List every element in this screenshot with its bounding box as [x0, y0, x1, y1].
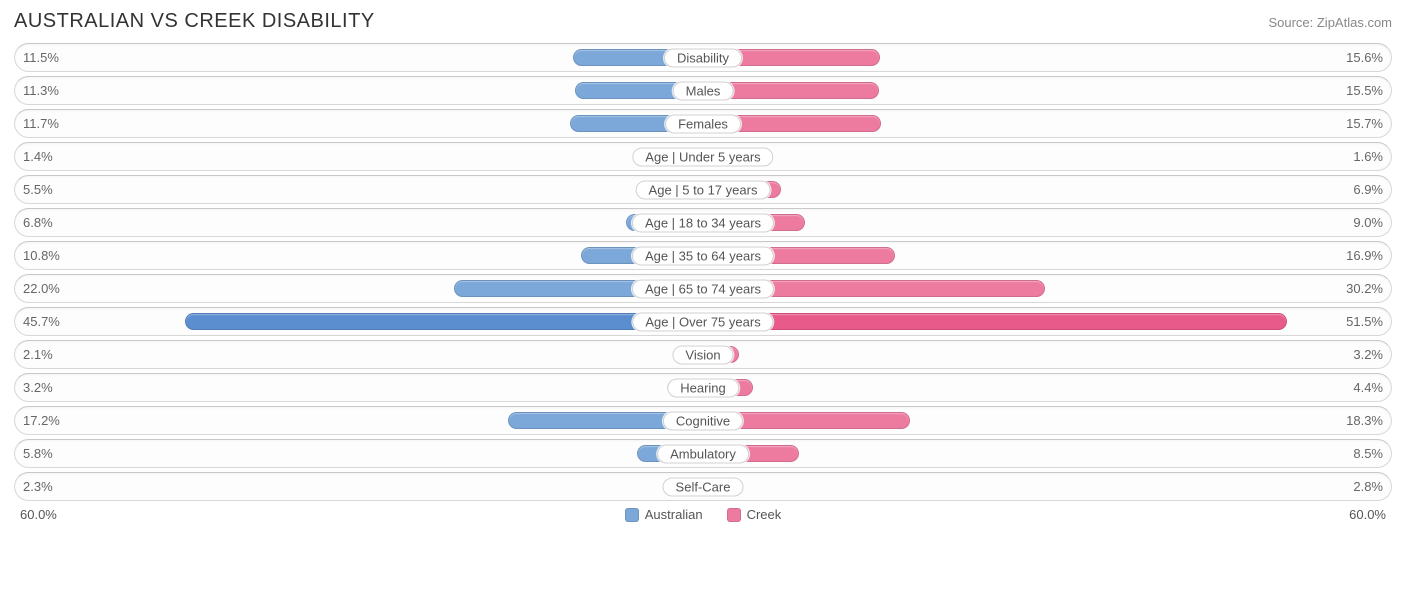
legend-label-australian: Australian — [645, 507, 703, 522]
value-label-creek: 15.5% — [1346, 83, 1383, 98]
chart-row: 22.0% 30.2% Age | 65 to 74 years — [14, 274, 1392, 303]
bar-half-right: 6.9% — [703, 176, 1391, 203]
bar-half-right: 2.8% — [703, 473, 1391, 500]
bar-australian — [185, 313, 703, 330]
bar-half-right: 1.6% — [703, 143, 1391, 170]
legend-swatch-australian — [625, 508, 639, 522]
bar-half-right: 15.6% — [703, 44, 1391, 71]
value-label-australian: 10.8% — [23, 248, 60, 263]
value-label-australian: 2.1% — [23, 347, 53, 362]
value-label-creek: 15.6% — [1346, 50, 1383, 65]
bar-creek — [703, 313, 1287, 330]
value-label-creek: 16.9% — [1346, 248, 1383, 263]
bar-half-left: 2.1% — [15, 341, 703, 368]
diverging-bar-chart: 11.5% 15.6% Disability 11.3% 15.5% Males 11.7%… — [14, 43, 1392, 501]
row-category-label: Vision — [672, 345, 733, 364]
axis-max-left: 60.0% — [20, 507, 57, 522]
row-category-label: Age | Under 5 years — [632, 147, 773, 166]
chart-row: 11.7% 15.7% Females — [14, 109, 1392, 138]
row-category-label: Females — [665, 114, 741, 133]
bar-half-right: 16.9% — [703, 242, 1391, 269]
legend-label-creek: Creek — [747, 507, 782, 522]
bar-half-left: 11.7% — [15, 110, 703, 137]
legend-item-australian: Australian — [625, 507, 703, 522]
bar-half-left: 5.5% — [15, 176, 703, 203]
value-label-australian: 5.5% — [23, 182, 53, 197]
bar-half-right: 4.4% — [703, 374, 1391, 401]
axis-max-right: 60.0% — [1349, 507, 1386, 522]
chart-row: 2.1% 3.2% Vision — [14, 340, 1392, 369]
bar-half-right: 9.0% — [703, 209, 1391, 236]
bar-half-left: 17.2% — [15, 407, 703, 434]
value-label-australian: 2.3% — [23, 479, 53, 494]
value-label-creek: 3.2% — [1353, 347, 1383, 362]
bar-half-left: 11.5% — [15, 44, 703, 71]
bar-half-right: 8.5% — [703, 440, 1391, 467]
chart-row: 2.3% 2.8% Self-Care — [14, 472, 1392, 501]
value-label-australian: 17.2% — [23, 413, 60, 428]
value-label-creek: 6.9% — [1353, 182, 1383, 197]
row-category-label: Hearing — [667, 378, 739, 397]
value-label-australian: 11.5% — [23, 50, 59, 65]
row-category-label: Ambulatory — [657, 444, 749, 463]
value-label-australian: 11.7% — [23, 116, 59, 131]
bar-half-left: 3.2% — [15, 374, 703, 401]
chart-row: 1.4% 1.6% Age | Under 5 years — [14, 142, 1392, 171]
chart-row: 45.7% 51.5% Age | Over 75 years — [14, 307, 1392, 336]
row-category-label: Self-Care — [663, 477, 744, 496]
chart-row: 5.5% 6.9% Age | 5 to 17 years — [14, 175, 1392, 204]
row-category-label: Cognitive — [663, 411, 743, 430]
chart-row: 10.8% 16.9% Age | 35 to 64 years — [14, 241, 1392, 270]
chart-row: 11.5% 15.6% Disability — [14, 43, 1392, 72]
chart-row: 17.2% 18.3% Cognitive — [14, 406, 1392, 435]
row-category-label: Age | 18 to 34 years — [632, 213, 774, 232]
bar-half-right: 18.3% — [703, 407, 1391, 434]
value-label-australian: 45.7% — [23, 314, 60, 329]
chart-row: 5.8% 8.5% Ambulatory — [14, 439, 1392, 468]
row-category-label: Males — [673, 81, 734, 100]
value-label-creek: 15.7% — [1346, 116, 1383, 131]
value-label-australian: 6.8% — [23, 215, 53, 230]
chart-row: 11.3% 15.5% Males — [14, 76, 1392, 105]
value-label-creek: 4.4% — [1353, 380, 1383, 395]
value-label-creek: 8.5% — [1353, 446, 1383, 461]
chart-title: AUSTRALIAN VS CREEK DISABILITY — [14, 10, 375, 33]
bar-half-left: 1.4% — [15, 143, 703, 170]
bar-half-left: 2.3% — [15, 473, 703, 500]
value-label-australian: 22.0% — [23, 281, 60, 296]
value-label-australian: 1.4% — [23, 149, 53, 164]
chart-header: AUSTRALIAN VS CREEK DISABILITY Source: Z… — [14, 10, 1392, 33]
value-label-australian: 11.3% — [23, 83, 59, 98]
bar-half-left: 10.8% — [15, 242, 703, 269]
legend-item-creek: Creek — [727, 507, 782, 522]
bar-half-left: 22.0% — [15, 275, 703, 302]
row-category-label: Age | 35 to 64 years — [632, 246, 774, 265]
value-label-creek: 9.0% — [1353, 215, 1383, 230]
legend-swatch-creek — [727, 508, 741, 522]
value-label-australian: 3.2% — [23, 380, 53, 395]
chart-source: Source: ZipAtlas.com — [1268, 15, 1392, 30]
bar-half-right: 30.2% — [703, 275, 1391, 302]
bar-half-left: 45.7% — [15, 308, 703, 335]
bar-half-right: 15.5% — [703, 77, 1391, 104]
bar-half-right: 15.7% — [703, 110, 1391, 137]
value-label-creek: 1.6% — [1353, 149, 1383, 164]
row-category-label: Age | 65 to 74 years — [632, 279, 774, 298]
bar-half-left: 5.8% — [15, 440, 703, 467]
bar-half-right: 51.5% — [703, 308, 1391, 335]
row-category-label: Disability — [664, 48, 742, 67]
value-label-creek: 2.8% — [1353, 479, 1383, 494]
value-label-creek: 30.2% — [1346, 281, 1383, 296]
bar-half-right: 3.2% — [703, 341, 1391, 368]
bar-half-left: 11.3% — [15, 77, 703, 104]
value-label-creek: 18.3% — [1346, 413, 1383, 428]
chart-row: 6.8% 9.0% Age | 18 to 34 years — [14, 208, 1392, 237]
value-label-creek: 51.5% — [1346, 314, 1383, 329]
row-category-label: Age | 5 to 17 years — [636, 180, 771, 199]
bar-half-left: 6.8% — [15, 209, 703, 236]
row-category-label: Age | Over 75 years — [632, 312, 773, 331]
chart-footer: 60.0% Australian Creek 60.0% — [14, 507, 1392, 522]
chart-row: 3.2% 4.4% Hearing — [14, 373, 1392, 402]
value-label-australian: 5.8% — [23, 446, 53, 461]
